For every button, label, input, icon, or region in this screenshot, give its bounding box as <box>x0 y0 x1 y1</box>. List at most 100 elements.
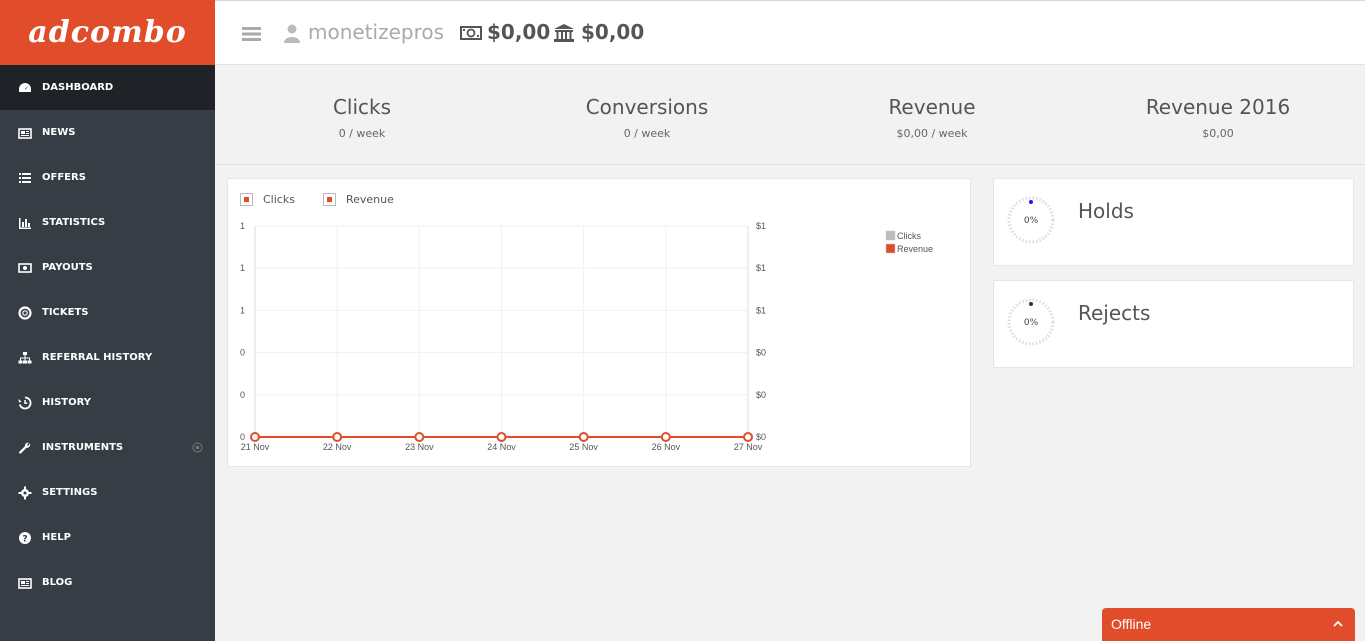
toggle-label: Clicks <box>263 193 295 206</box>
checkbox-icon[interactable] <box>240 193 253 206</box>
holds-percent: 0% <box>1023 216 1039 226</box>
user-icon <box>284 24 300 43</box>
dashboard-icon <box>17 81 33 95</box>
x-tick-label: 23 Nov <box>405 442 434 452</box>
chat-offline-bar[interactable]: Offline <box>1102 608 1355 641</box>
sidebar-item-instruments[interactable]: INSTRUMENTS <box>0 425 215 470</box>
sidebar-item-label: INSTRUMENTS <box>42 442 124 453</box>
sidebar-item-label: NEWS <box>42 127 76 138</box>
legend-label: Clicks <box>897 231 921 241</box>
newspaper-icon <box>17 576 33 590</box>
data-point <box>496 432 507 442</box>
logo-text: adcombo <box>28 15 187 50</box>
money-icon <box>460 23 482 43</box>
sidebar-item-history[interactable]: HISTORY <box>0 380 215 425</box>
stat-sub: 0 / week <box>338 127 386 140</box>
y-tick-left: 0 <box>240 390 245 400</box>
stat-conversions: Conversions 0 / week <box>504 95 790 140</box>
holds-gauge <box>1007 196 1055 244</box>
chart-card: Clicks Revenue 1 $1 1 $1 1 $1 0 $0 0 $0 0 $0 21 Nov 2… <box>227 178 971 467</box>
list-icon <box>17 171 33 185</box>
data-point <box>332 432 343 442</box>
stat-title: Conversions <box>585 95 709 119</box>
sidebar-item-label: DASHBOARD <box>42 82 114 93</box>
svg-text:?: ? <box>22 534 27 544</box>
rejects-percent: 0% <box>1023 318 1039 328</box>
stat-clicks: Clicks 0 / week <box>219 95 505 140</box>
sidebar-item-dashboard[interactable]: DASHBOARD <box>0 65 215 110</box>
x-tick-label: 25 Nov <box>569 442 598 452</box>
stat-sub: 0 / week <box>623 127 671 140</box>
line-chart: 1 $1 1 $1 1 $1 0 $0 0 $0 0 $0 21 Nov 22 Nov 23 Nov 24 N… <box>240 221 933 452</box>
y-tick-right: $1 <box>756 263 766 273</box>
hamburger-icon <box>242 27 261 41</box>
history-icon <box>17 396 33 410</box>
bar-chart-icon <box>17 216 33 230</box>
sidebar-item-referral-history[interactable]: REFERRAL HISTORY <box>0 335 215 380</box>
sidebar-item-tickets[interactable]: TICKETS <box>0 290 215 335</box>
money-icon <box>17 261 33 275</box>
stat-sub: $0,00 <box>1202 127 1234 140</box>
data-point <box>743 432 753 442</box>
sidebar-item-payouts[interactable]: PAYOUTS <box>0 245 215 290</box>
bank-icon <box>553 23 575 43</box>
rejects-title: Rejects <box>1078 301 1151 325</box>
sidebar-item-statistics[interactable]: STATISTICS <box>0 200 215 245</box>
sidebar-item-offers[interactable]: OFFERS <box>0 155 215 200</box>
x-tick-label: 22 Nov <box>323 442 352 452</box>
y-tick-right: $0 <box>756 390 766 400</box>
rejects-card: 0% Rejects <box>993 280 1354 368</box>
legend-swatch <box>885 230 896 241</box>
toggle-revenue[interactable]: Revenue <box>322 193 394 206</box>
stat-title: Revenue 2016 <box>1145 95 1291 119</box>
y-tick-right: $1 <box>756 305 766 315</box>
brand-logo[interactable]: adcombo <box>0 0 215 65</box>
sidebar-item-label: REFERRAL HISTORY <box>42 352 153 363</box>
sidebar-item-blog[interactable]: BLOG <box>0 560 215 605</box>
data-point <box>660 432 671 442</box>
stats-row: Clicks 0 / week Conversions 0 / week Rev… <box>215 65 1365 165</box>
x-tick-label: 27 Nov <box>734 442 763 452</box>
stat-sub: $0,00 / week <box>896 127 968 140</box>
toggle-label: Revenue <box>345 193 394 206</box>
rejects-gauge <box>1007 298 1055 346</box>
expand-circle-icon[interactable] <box>192 442 203 453</box>
stat-title: Revenue <box>888 95 976 119</box>
toggle-clicks[interactable]: Clicks <box>240 193 295 206</box>
chevron-up-icon[interactable] <box>1333 620 1343 628</box>
sitemap-icon <box>17 351 33 365</box>
sidebar-item-label: TICKETS <box>42 307 89 318</box>
question-icon: ? <box>17 531 33 545</box>
x-tick-label: 21 Nov <box>241 442 270 452</box>
y-tick-left: 1 <box>240 263 245 273</box>
y-tick-right: $0 <box>756 348 766 358</box>
sidebar-item-label: STATISTICS <box>42 217 106 228</box>
legend-label: Revenue <box>897 244 933 254</box>
checkbox-icon[interactable] <box>322 193 336 206</box>
stat-title: Clicks <box>332 95 392 119</box>
x-tick-label: 26 Nov <box>652 442 681 452</box>
holds-title: Holds <box>1078 199 1134 223</box>
holds-card: 0% Holds <box>993 178 1354 266</box>
data-point <box>250 432 260 442</box>
sidebar-item-settings[interactable]: SETTINGS <box>0 470 215 515</box>
y-tick-right: $1 <box>756 221 766 231</box>
top-header: monetizepros $0,00 $0,00 <box>215 0 1365 65</box>
wrench-icon <box>17 441 33 455</box>
username[interactable]: monetizepros <box>308 20 445 44</box>
balance-value: $0,00 <box>487 20 551 44</box>
y-tick-right: $0 <box>756 432 766 442</box>
sidebar-item-label: SETTINGS <box>42 487 98 498</box>
sidebar: adcombo DASHBOARD NEWS OFFERS STATISTICS PAY… <box>0 0 215 641</box>
menu-toggle-button[interactable] <box>242 26 261 41</box>
sidebar-item-news[interactable]: NEWS <box>0 110 215 155</box>
sidebar-item-help[interactable]: ? HELP <box>0 515 215 560</box>
newspaper-icon <box>17 126 33 140</box>
legend-swatch <box>885 243 896 254</box>
sidebar-item-label: HISTORY <box>42 397 92 408</box>
y-tick-left: 0 <box>240 432 245 442</box>
x-tick-label: 24 Nov <box>487 442 516 452</box>
sidebar-item-label: OFFERS <box>42 172 86 183</box>
chart-series-toggles: Clicks Revenue <box>240 193 422 206</box>
y-tick-left: 1 <box>240 221 245 231</box>
